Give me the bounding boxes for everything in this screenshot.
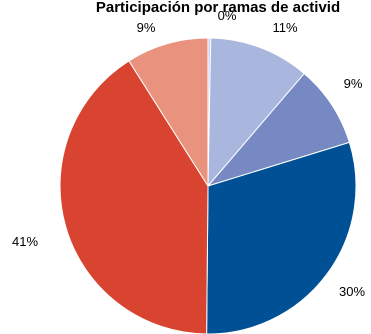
pie-slices bbox=[59, 37, 357, 334]
pie-labels: 0% 11% 9% 30% 41% 9% bbox=[12, 8, 365, 299]
pie-slice bbox=[206, 141, 357, 334]
slice-label: 11% bbox=[272, 20, 297, 35]
slice-label: 9% bbox=[344, 76, 363, 91]
slice-label: 0% bbox=[218, 8, 237, 23]
chart-title: Participación por ramas de activid bbox=[96, 0, 340, 16]
slice-label: 9% bbox=[137, 20, 156, 35]
pie-slice bbox=[207, 37, 305, 188]
pie-slice bbox=[128, 37, 209, 188]
pie-slice bbox=[206, 72, 351, 187]
pie-slice bbox=[59, 60, 209, 334]
slice-label: 30% bbox=[339, 284, 365, 299]
slice-label: 41% bbox=[12, 234, 38, 249]
